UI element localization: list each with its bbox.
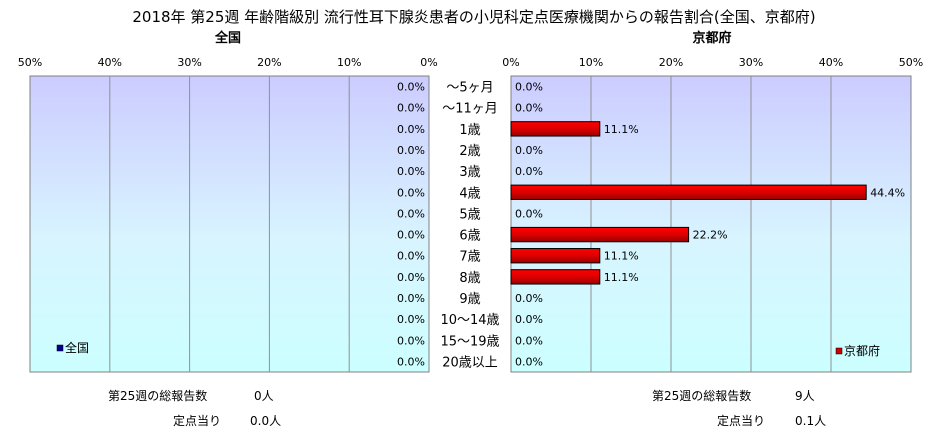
category-label: 5歳 bbox=[459, 207, 480, 222]
left-total-label: 第25週の総報告数 bbox=[108, 389, 208, 403]
category-label: 9歳 bbox=[459, 292, 480, 307]
left-data-label: 0.0% bbox=[397, 186, 425, 199]
right-x-tick-label: 10% bbox=[579, 56, 603, 69]
right-data-label: 0.0% bbox=[515, 334, 543, 347]
right-bar bbox=[510, 248, 601, 264]
right-total-value: 9人 bbox=[795, 389, 815, 403]
right-x-tick-label: 30% bbox=[739, 56, 763, 69]
left-data-label: 0.0% bbox=[397, 292, 425, 305]
right-data-label: 22.2% bbox=[693, 229, 728, 242]
left-total-value: 0人 bbox=[254, 389, 274, 403]
left-x-tick-label: 20% bbox=[257, 56, 281, 69]
right-data-label: 0.0% bbox=[515, 313, 543, 326]
left-data-label: 0.0% bbox=[397, 355, 425, 368]
category-label: 2歳 bbox=[459, 144, 480, 159]
left-data-label: 0.0% bbox=[397, 334, 425, 347]
left-data-label: 0.0% bbox=[397, 123, 425, 136]
left-x-tick-label: 30% bbox=[177, 56, 201, 69]
right-panel-title: 京都府 bbox=[692, 30, 731, 46]
left-legend-label: 全国 bbox=[65, 340, 89, 355]
left-x-tick-label: 10% bbox=[337, 56, 361, 69]
right-data-label: 0.0% bbox=[515, 355, 543, 368]
right-data-label: 0.0% bbox=[515, 81, 543, 94]
right-data-label: 0.0% bbox=[515, 207, 543, 220]
right-bar bbox=[510, 121, 601, 137]
right-bar bbox=[510, 269, 601, 285]
right-per-site-value: 0.1人 bbox=[795, 414, 827, 428]
left-x-tick-label: 40% bbox=[98, 56, 122, 69]
category-label: 10～14歳 bbox=[440, 313, 499, 328]
right-total-label: 第25週の総報告数 bbox=[652, 389, 752, 403]
right-legend-swatch bbox=[835, 347, 843, 355]
right-data-label: 11.1% bbox=[604, 271, 639, 284]
category-label: 6歳 bbox=[459, 229, 480, 244]
left-x-tick-label: 50% bbox=[18, 56, 42, 69]
category-label: 20歳以上 bbox=[442, 355, 498, 370]
chart-title: 2018年 第25週 年齢階級別 流行性耳下腺炎患者の小児科定点医療機関からの報… bbox=[132, 8, 815, 26]
left-panel-title: 全国 bbox=[214, 30, 241, 46]
category-label: ～11ヶ月 bbox=[442, 102, 498, 117]
right-data-label: 0.0% bbox=[515, 165, 543, 178]
right-data-label: 11.1% bbox=[604, 250, 639, 263]
category-label: 4歳 bbox=[459, 186, 480, 201]
category-label: 15～19歳 bbox=[440, 334, 499, 349]
right-per-site-label: 定点当り bbox=[717, 414, 766, 428]
right-bar bbox=[510, 226, 690, 243]
left-per-site-value: 0.0人 bbox=[250, 414, 282, 428]
category-label: 1歳 bbox=[459, 123, 480, 138]
category-label: 7歳 bbox=[459, 250, 480, 265]
right-data-label: 0.0% bbox=[515, 102, 543, 115]
left-data-label: 0.0% bbox=[397, 144, 425, 157]
right-data-label: 11.1% bbox=[604, 123, 639, 136]
left-data-label: 0.0% bbox=[397, 207, 425, 220]
left-data-label: 0.0% bbox=[397, 271, 425, 284]
category-label: ～5ヶ月 bbox=[446, 81, 493, 96]
left-data-label: 0.0% bbox=[397, 250, 425, 263]
left-data-label: 0.0% bbox=[397, 102, 425, 115]
right-data-label: 0.0% bbox=[515, 144, 543, 157]
category-label: 8歳 bbox=[459, 271, 480, 286]
left-data-label: 0.0% bbox=[397, 229, 425, 242]
left-data-label: 0.0% bbox=[397, 313, 425, 326]
category-label: 3歳 bbox=[459, 165, 480, 180]
right-x-tick-label: 20% bbox=[659, 56, 683, 69]
right-data-label: 0.0% bbox=[515, 292, 543, 305]
left-data-label: 0.0% bbox=[397, 81, 425, 94]
right-x-tick-label: 40% bbox=[819, 56, 843, 69]
left-per-site-label: 定点当り bbox=[173, 414, 222, 428]
right-legend-label: 京都府 bbox=[844, 343, 880, 358]
left-data-label: 0.0% bbox=[397, 165, 425, 178]
left-x-tick-label: 0% bbox=[420, 56, 437, 69]
right-legend: 京都府 bbox=[835, 343, 880, 358]
left-legend: 全国 bbox=[56, 340, 89, 355]
left-legend-swatch bbox=[56, 344, 64, 352]
right-x-tick-label: 0% bbox=[502, 56, 519, 69]
right-bar bbox=[510, 184, 867, 200]
right-plot-area bbox=[510, 75, 912, 373]
right-data-label: 44.4% bbox=[870, 186, 905, 199]
left-plot-area bbox=[29, 75, 430, 373]
right-x-tick-label: 50% bbox=[899, 56, 923, 69]
